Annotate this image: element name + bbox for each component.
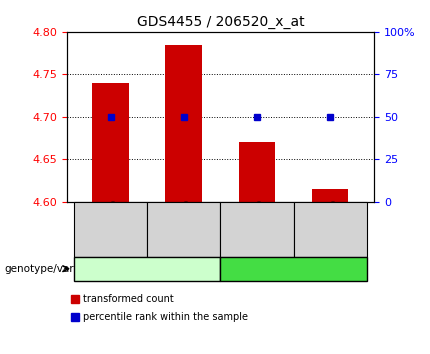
Text: RhoGDI2: RhoGDI2 — [269, 264, 318, 274]
Text: GSM860663: GSM860663 — [252, 200, 262, 259]
Text: GSM860661: GSM860661 — [106, 200, 116, 259]
Bar — [166, 45, 202, 202]
Bar — [312, 189, 348, 202]
Title: GDS4455 / 206520_x_at: GDS4455 / 206520_x_at — [137, 16, 304, 29]
Bar — [239, 142, 275, 202]
Text: percentile rank within the sample: percentile rank within the sample — [83, 312, 248, 322]
Text: GSM860662: GSM860662 — [179, 200, 189, 259]
Text: control: control — [128, 264, 166, 274]
Text: GSM860664: GSM860664 — [325, 200, 335, 259]
Bar — [92, 83, 129, 202]
Text: transformed count: transformed count — [83, 294, 174, 304]
Text: genotype/variation: genotype/variation — [4, 264, 104, 274]
